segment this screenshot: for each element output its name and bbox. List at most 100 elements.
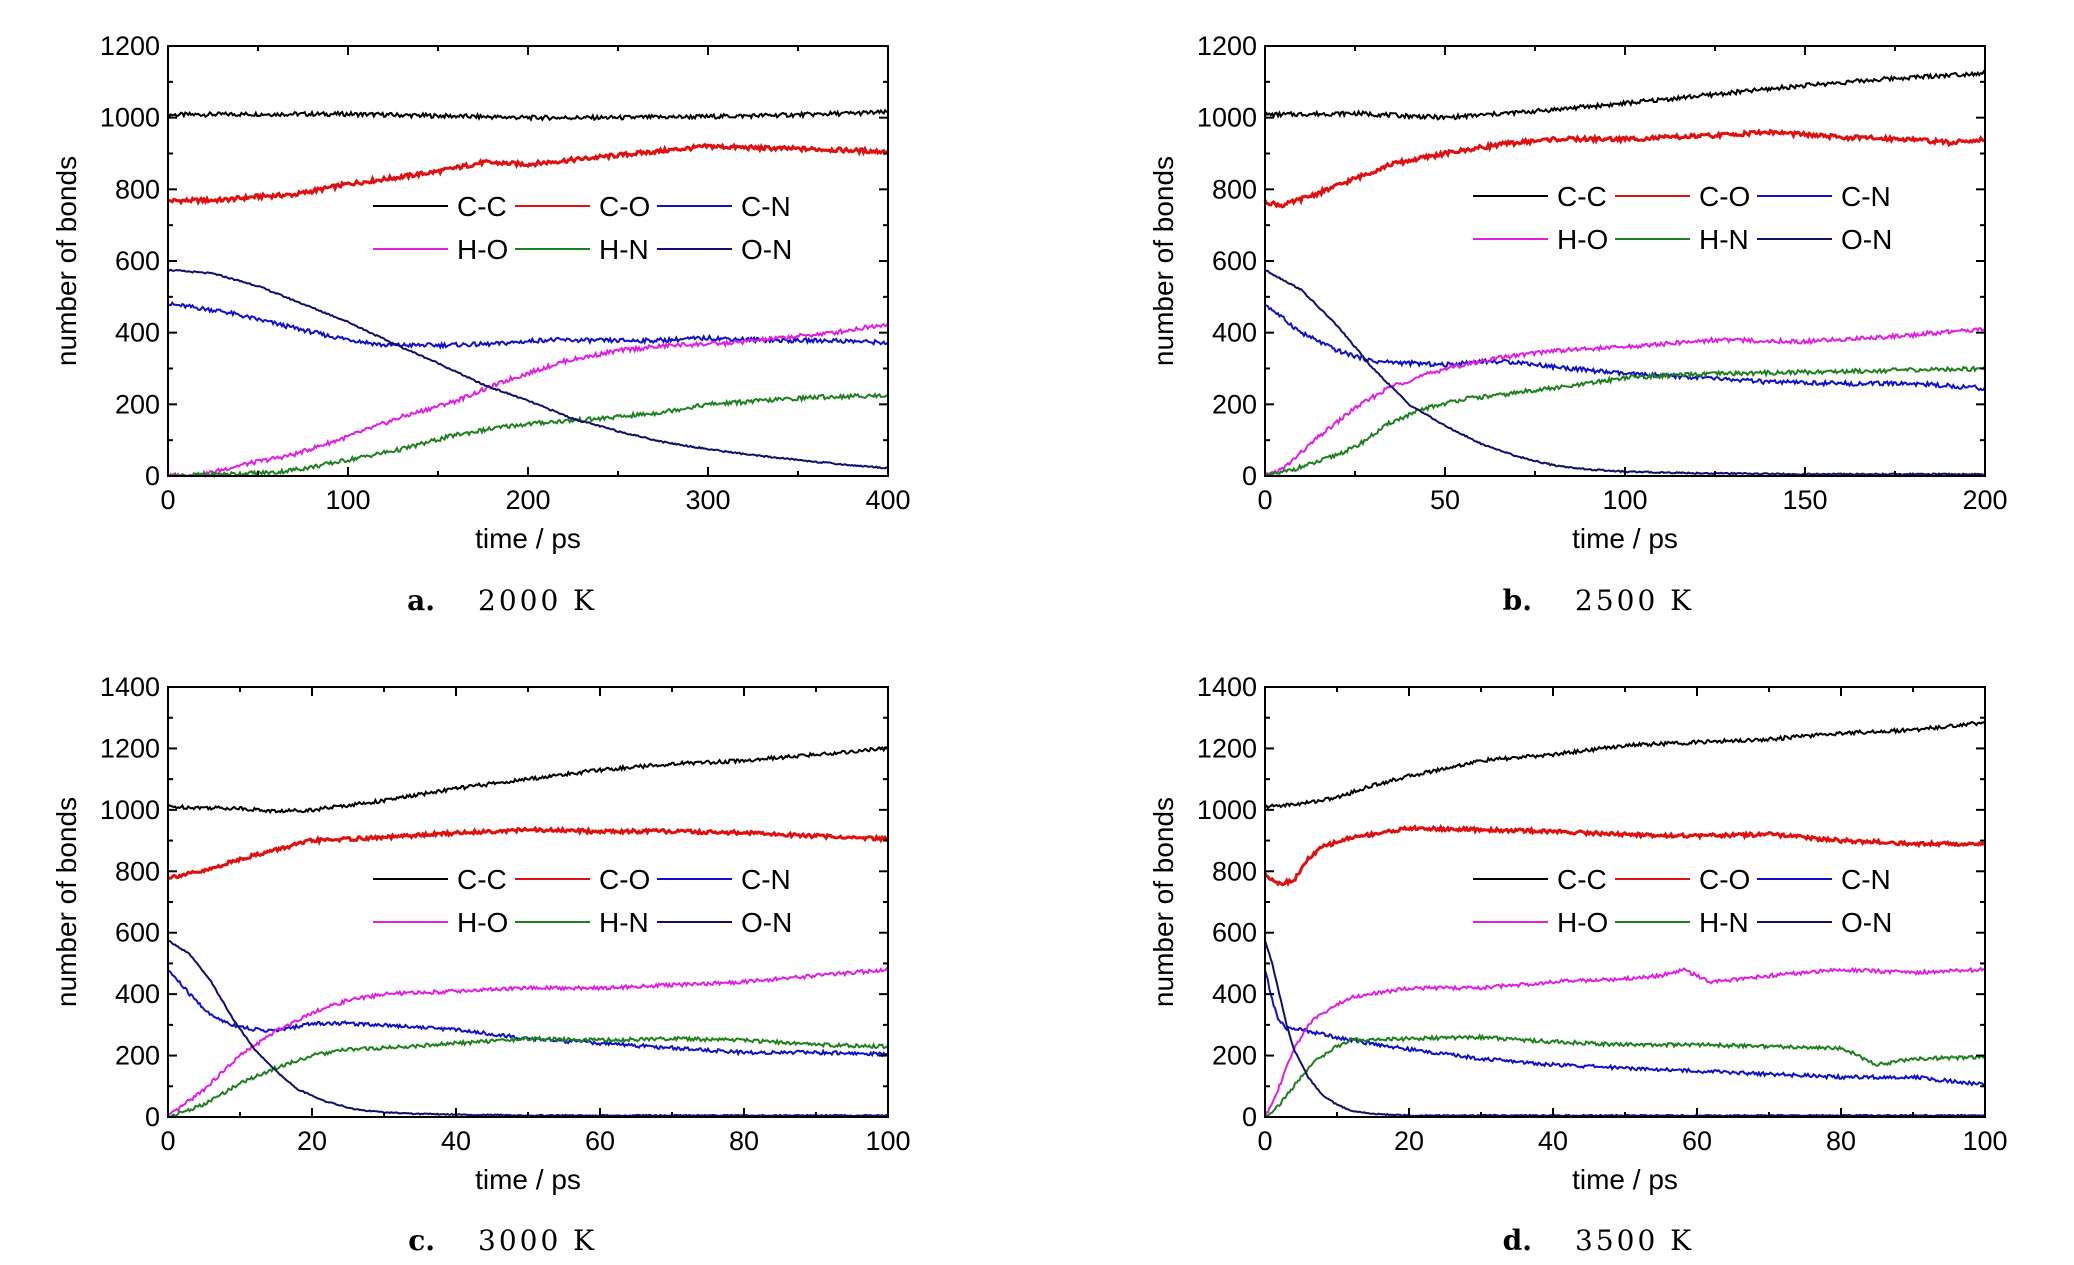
panel-b-letter: b. — [1503, 584, 1532, 617]
legend-label-h-o: H-O — [1557, 907, 1608, 938]
legend-label-c-n: C-N — [741, 864, 791, 895]
series-c-o-line — [167, 825, 890, 881]
x-tick-label: 60 — [585, 1126, 615, 1156]
y-axis-label: number of bonds — [51, 156, 82, 366]
x-tick-label: 50 — [1430, 485, 1460, 515]
series-c-n-line — [167, 300, 889, 350]
panel-a: a. 2000 K — [407, 584, 597, 617]
series-o-n-line — [167, 268, 889, 470]
legend-label-h-o: H-O — [457, 234, 508, 265]
series-h-o-line — [1264, 327, 1986, 477]
x-tick-label: 80 — [1826, 1126, 1856, 1156]
panel-d-letter: d. — [1503, 1224, 1532, 1257]
x-axis-label: time / ps — [475, 523, 581, 554]
chart-c: 0 20 40 60 80 1000200400600800100012001400tim… — [51, 672, 911, 1195]
panel-c-temperature: 3000 K — [478, 1224, 597, 1257]
series-h-n-line — [1265, 365, 1986, 477]
series-c-o-line — [167, 142, 890, 206]
legend-label-h-o: H-O — [1557, 224, 1608, 255]
legend-label-o-n: O-N — [1841, 224, 1892, 255]
y-tick-label: 800 — [1212, 856, 1257, 886]
y-tick-label: 1200 — [100, 31, 160, 61]
x-tick-label: 20 — [297, 1126, 327, 1156]
series-h-n-line — [167, 391, 889, 479]
legend-label-o-n: O-N — [741, 907, 792, 938]
x-tick-label: 80 — [729, 1126, 759, 1156]
panel-d-temperature: 3500 K — [1575, 1224, 1694, 1257]
y-tick-label: 1000 — [100, 103, 160, 133]
x-tick-label: 100 — [1602, 485, 1647, 515]
y-tick-label: 400 — [115, 979, 160, 1009]
plot-frame — [1264, 686, 1986, 1118]
legend-label-c-n: C-N — [1841, 181, 1891, 212]
panel-a-temperature: 2000 K — [478, 584, 597, 617]
series-c-n-line — [1264, 303, 1986, 392]
legend-label-c-c: C-C — [457, 191, 507, 222]
y-tick-label: 800 — [1212, 174, 1257, 204]
series-c-c-line — [1264, 69, 1986, 121]
y-tick-label: 200 — [115, 1041, 160, 1071]
legend-label-c-o: C-O — [599, 191, 650, 222]
x-tick-label: 150 — [1782, 485, 1827, 515]
y-tick-label: 800 — [115, 174, 160, 204]
panel-d: d. 3500 K — [1503, 1224, 1694, 1257]
chart-d: 0 20 40 60 80 1000200400600800100012001400tim… — [1148, 672, 2008, 1195]
panel-a-letter: a. — [407, 584, 435, 617]
legend-label-c-n: C-N — [741, 191, 791, 222]
series-h-o-line — [168, 322, 889, 479]
x-tick-label: 100 — [325, 485, 370, 515]
legend-label-c-c: C-C — [1557, 864, 1607, 895]
y-tick-label: 1200 — [100, 733, 160, 763]
y-tick-label: 200 — [1212, 389, 1257, 419]
legend-label-h-n: H-N — [599, 234, 649, 265]
legend-label-c-o: C-O — [599, 864, 650, 895]
legend-label-o-n: O-N — [741, 234, 792, 265]
panel-c: c. 3000 K — [408, 1224, 597, 1257]
series-c-o-line — [1263, 823, 1986, 888]
panel-c-letter: c. — [408, 1224, 435, 1257]
y-tick-label: 1200 — [1197, 733, 1257, 763]
y-tick-label: 400 — [1212, 318, 1257, 348]
x-tick-label: 300 — [685, 485, 730, 515]
legend-label-h-n: H-N — [1699, 907, 1749, 938]
series-h-o-line — [1264, 966, 1986, 1118]
y-tick-label: 1400 — [100, 672, 160, 702]
chart-a: 0 100 200 300 400 0 200 400 600 800 1000 1200 time /… — [51, 31, 911, 554]
x-tick-label: 0 — [1257, 1126, 1272, 1156]
chart-b: 0 50 100 150 200 0 200 400 600 800 1000 1200 time / … — [1148, 31, 2008, 554]
legend-label-c-o: C-O — [1699, 181, 1750, 212]
series-o-n-line — [167, 939, 888, 1118]
y-tick-label: 1000 — [100, 795, 160, 825]
x-tick-label: 100 — [1962, 1126, 2007, 1156]
legend-label-h-o: H-O — [457, 907, 508, 938]
y-tick-label: 200 — [115, 389, 160, 419]
y-tick-label: 600 — [1212, 918, 1257, 948]
x-axis-label: time / ps — [1572, 523, 1678, 554]
y-tick-label: 600 — [115, 918, 160, 948]
legend-label-c-n: C-N — [1841, 864, 1891, 895]
y-tick-label: 1200 — [1197, 31, 1257, 61]
legend-label-c-c: C-C — [1557, 181, 1607, 212]
y-axis-label: number of bonds — [1148, 156, 1179, 366]
legend-label-o-n: O-N — [1841, 907, 1892, 938]
legend-label-h-n: H-N — [1699, 224, 1749, 255]
x-tick-label: 40 — [441, 1126, 471, 1156]
y-tick-label: 0 — [1242, 461, 1257, 491]
series-h-n-line — [1264, 1033, 1986, 1118]
series-o-n-line — [1264, 940, 1986, 1118]
x-tick-label: 0 — [1257, 485, 1272, 515]
x-tick-label: 400 — [865, 485, 910, 515]
series-h-n-line — [168, 1035, 889, 1118]
y-tick-label: 1000 — [1197, 103, 1257, 133]
series-h-o-line — [167, 967, 889, 1118]
x-tick-label: 200 — [1962, 485, 2007, 515]
series-c-o-line — [1263, 128, 1986, 209]
y-axis-label: number of bonds — [51, 797, 82, 1007]
y-tick-label: 0 — [1242, 1102, 1257, 1132]
x-axis-label: time / ps — [475, 1164, 581, 1195]
y-tick-label: 1000 — [1197, 795, 1257, 825]
y-tick-label: 0 — [145, 461, 160, 491]
y-tick-label: 1400 — [1197, 672, 1257, 702]
